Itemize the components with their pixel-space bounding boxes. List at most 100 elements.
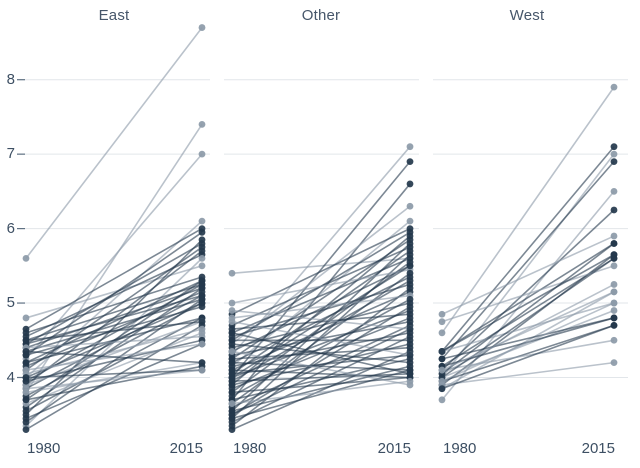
slope-line: [231, 220, 411, 367]
dot-1980: [228, 411, 236, 419]
dot-2015: [198, 120, 206, 128]
dot-1980: [228, 400, 236, 407]
dot-2015: [406, 143, 414, 151]
dot-2015: [610, 321, 618, 329]
slope-line: [25, 332, 203, 405]
dot-1980: [438, 396, 446, 404]
slope-line: [441, 257, 615, 368]
slope-line: [231, 369, 411, 379]
slope-line: [25, 294, 203, 345]
slope-line: [231, 306, 411, 416]
slope-line: [231, 365, 411, 412]
dot-1980: [228, 359, 236, 367]
dot-2015: [610, 336, 618, 344]
dot-1980: [228, 388, 236, 396]
dot-1980: [22, 329, 30, 337]
slope-line: [231, 332, 411, 375]
dot-2015: [610, 206, 618, 214]
slope-line: [25, 153, 203, 360]
dot-2015: [198, 217, 206, 225]
dot-2015: [610, 299, 618, 307]
slope-line: [231, 361, 411, 371]
slope-line: [25, 335, 203, 349]
dot-1980: [228, 340, 236, 348]
dot-1980: [22, 415, 30, 422]
slope-line: [25, 317, 203, 412]
slope-line: [441, 324, 615, 390]
dot-2015: [610, 288, 618, 296]
slope-line: [25, 302, 203, 397]
slope-line: [25, 242, 203, 345]
dot-2015: [406, 180, 414, 188]
slope-line: [25, 361, 203, 394]
dot-2015: [198, 228, 206, 236]
dot-1980: [22, 366, 30, 374]
dot-1980: [228, 307, 236, 314]
dot-1980: [22, 426, 30, 434]
dot-1980: [438, 377, 446, 385]
dot-2015: [610, 158, 618, 165]
slope-line: [231, 369, 411, 420]
dot-1980: [438, 366, 446, 374]
dot-2015: [610, 143, 618, 151]
slope-line: [25, 320, 203, 342]
slope-line: [441, 161, 615, 360]
slope-line: [441, 86, 615, 334]
slope-line: [25, 369, 203, 390]
dot-1980: [22, 374, 30, 381]
dot-1980: [438, 318, 446, 326]
slope-line: [25, 265, 203, 319]
slope-line: [441, 242, 615, 353]
slope-line: [25, 350, 203, 364]
dot-2015: [198, 303, 206, 311]
dot-1980: [228, 348, 236, 355]
dot-2015: [610, 281, 618, 288]
dot-2015: [198, 262, 206, 270]
slope-line: [25, 298, 203, 353]
dot-1980: [228, 299, 236, 307]
dot-1980: [228, 318, 236, 326]
slope-line: [231, 350, 411, 386]
slope-line: [231, 372, 411, 383]
dot-2015: [198, 24, 206, 31]
slope-line: [441, 339, 615, 371]
slope-line: [25, 339, 203, 383]
slope-line: [441, 302, 615, 353]
slope-line: [231, 257, 411, 334]
dot-1980: [438, 310, 446, 318]
dot-2015: [198, 150, 206, 158]
dot-1980: [22, 359, 30, 367]
slope-line: [25, 227, 203, 330]
slope-line: [441, 324, 615, 382]
dot-2015: [610, 262, 618, 270]
dot-1980: [22, 314, 30, 322]
slope-line: [231, 268, 411, 304]
slope-line: [231, 309, 411, 379]
dot-2015: [198, 254, 206, 262]
dot-1980: [228, 374, 236, 381]
slope-line: [441, 146, 615, 352]
dot-2015: [610, 254, 618, 262]
dot-1980: [438, 355, 446, 363]
slope-line: [231, 332, 411, 368]
slope-line: [441, 265, 615, 323]
slope-line: [25, 27, 203, 259]
dot-1980: [22, 254, 30, 262]
dot-1980: [22, 385, 30, 393]
dot-2015: [610, 307, 618, 314]
dot-2015: [610, 150, 618, 158]
dot-1980: [228, 366, 236, 374]
slope-line: [231, 265, 411, 353]
dot-1980: [438, 385, 446, 393]
dot-2015: [406, 262, 414, 270]
slope-line: [231, 254, 411, 420]
slope-line: [25, 369, 203, 379]
slope-line: [441, 361, 615, 386]
dot-2015: [198, 366, 206, 374]
dot-1980: [438, 348, 446, 355]
slope-line: [441, 253, 615, 353]
dot-2015: [610, 359, 618, 367]
slope-line: [441, 302, 615, 382]
